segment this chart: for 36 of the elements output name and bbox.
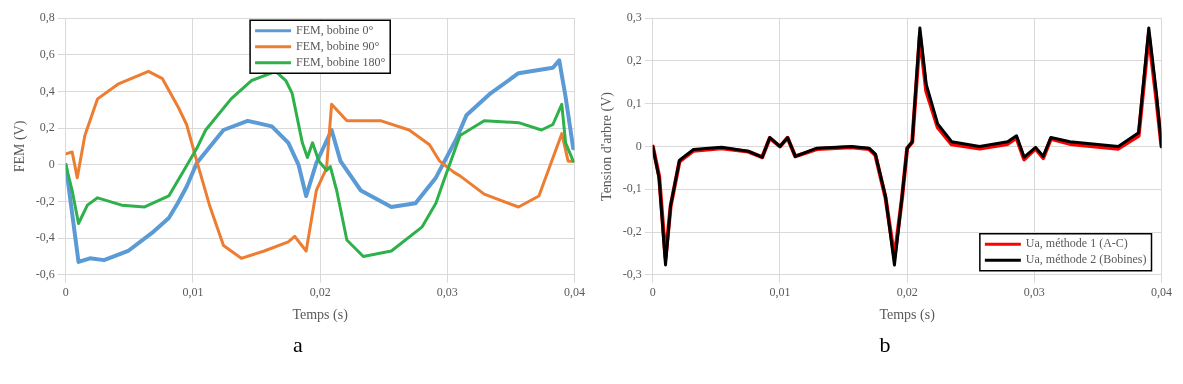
x-tick-label: 0,02: [896, 285, 918, 300]
y-tick-label: 0,4: [39, 83, 55, 98]
y-tick-label: 0,8: [39, 10, 55, 25]
legend-label: Ua, méthode 2 (Bobines): [1025, 252, 1147, 267]
x-tick-label: 0,03: [1023, 285, 1045, 300]
legend-label: Ua, méthode 1 (A-C): [1025, 236, 1128, 251]
y-tick-label: 0,2: [626, 53, 642, 68]
text: b: [879, 332, 891, 358]
legend-label: FEM, bobine 0°: [296, 22, 374, 37]
y-axis-title: FEM (V): [12, 120, 29, 173]
y-tick-label: 0: [48, 156, 55, 171]
x-tick-label: 0: [649, 285, 656, 300]
y-tick-label: 0,3: [626, 10, 642, 25]
y-axis-title: Tension d'arbre (V): [599, 91, 616, 201]
x-tick-label: 0,02: [309, 285, 331, 300]
y-tick-label: 0,6: [39, 47, 55, 62]
x-axis-title: Temps (s): [292, 307, 349, 324]
y-tick-label: -0,3: [622, 266, 642, 281]
y-tick-label: 0: [635, 138, 642, 153]
legend-label: FEM, bobine 90°: [296, 38, 380, 53]
y-tick-label: -0,2: [35, 193, 55, 208]
y-tick-label: -0,6: [35, 266, 55, 281]
x-tick-label: 0: [62, 285, 69, 300]
y-tick-label: 0,1: [626, 95, 642, 110]
x-tick-label: 0,04: [1151, 285, 1172, 300]
y-tick-label: -0,1: [622, 181, 642, 196]
y-tick-label: -0,2: [622, 224, 642, 239]
y-tick-label: 0,2: [39, 120, 55, 135]
x-axis-title: Temps (s): [879, 307, 936, 324]
x-tick-label: 0,01: [182, 285, 204, 300]
legend-label: FEM, bobine 180°: [296, 54, 386, 69]
y-tick-label: -0,4: [35, 230, 55, 245]
x-tick-label: 0,03: [436, 285, 458, 300]
x-tick-label: 0,04: [564, 285, 585, 300]
x-tick-label: 0,01: [769, 285, 791, 300]
text: a: [293, 332, 303, 358]
